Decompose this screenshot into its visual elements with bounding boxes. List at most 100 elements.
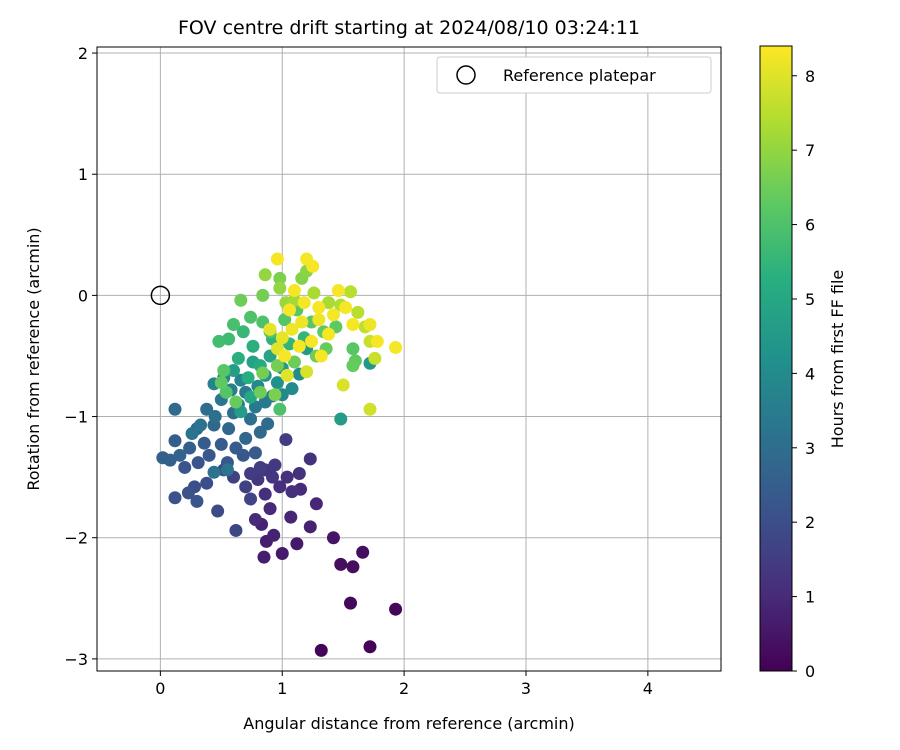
colorbar: 0 1 2 3 4 5 6 7 8 Hours from first FF file: [759, 45, 847, 681]
data-point: [270, 252, 284, 266]
colorbar-tick-label: 8: [805, 67, 815, 86]
reference-platepar-marker: [150, 285, 171, 306]
data-point: [273, 281, 287, 295]
data-point: [234, 405, 248, 419]
y-tick-label: −1: [64, 408, 88, 427]
data-point: [239, 480, 253, 494]
chart-title: FOV centre drift starting at 2024/08/10 …: [178, 17, 640, 39]
data-point: [334, 557, 348, 571]
y-tick-label: −3: [64, 650, 88, 669]
data-point: [244, 467, 258, 481]
x-axis-label: Angular distance from reference (arcmin): [243, 714, 574, 733]
data-point: [253, 425, 267, 439]
data-point: [181, 486, 195, 500]
data-point: [278, 349, 292, 363]
data-point: [322, 296, 336, 310]
data-point: [253, 460, 267, 474]
data-point: [239, 431, 253, 445]
data-point: [231, 351, 245, 365]
data-point: [280, 470, 294, 484]
data-point: [256, 288, 270, 302]
x-tick-label: 1: [277, 679, 287, 698]
legend-label: Reference platepar: [503, 66, 656, 85]
data-point: [273, 480, 287, 494]
legend-box: [436, 56, 712, 94]
data-point: [303, 520, 317, 534]
data-point: [211, 504, 225, 518]
colorbar-tick-label: 7: [805, 141, 815, 160]
data-point: [168, 491, 182, 505]
data-point: [346, 359, 360, 373]
data-point: [344, 285, 357, 299]
colorbar-gradient: [759, 45, 793, 672]
grid-lines: [97, 47, 721, 671]
data-point: [268, 388, 282, 402]
data-point: [303, 452, 317, 466]
colorbar-tick-label: 5: [805, 290, 815, 309]
data-point: [287, 293, 301, 307]
data-point: [244, 390, 258, 404]
data-point: [244, 492, 258, 506]
y-axis-label: Rotation from reference (arcmin): [24, 227, 43, 490]
y-tick-label: 1: [78, 165, 88, 184]
data-point: [258, 487, 272, 501]
colorbar-tick-label: 2: [805, 513, 815, 532]
data-point: [268, 458, 282, 472]
data-point: [275, 331, 289, 345]
data-point: [248, 400, 262, 414]
data-point: [334, 412, 348, 426]
data-point: [346, 560, 360, 574]
data-point: [253, 385, 267, 399]
data-point: [194, 418, 208, 432]
data-point: [163, 453, 177, 467]
data-point: [214, 437, 228, 451]
data-point: [309, 497, 323, 511]
data-point: [363, 317, 377, 331]
data-point: [331, 284, 345, 298]
data-point: [190, 494, 204, 508]
data-point: [280, 368, 294, 382]
data-point: [284, 510, 298, 524]
data-point: [314, 643, 328, 657]
data-point: [168, 434, 182, 448]
data-point: [283, 303, 297, 317]
data-point: [346, 342, 360, 356]
data-point: [227, 364, 240, 378]
data-point: [246, 339, 260, 353]
data-point: [217, 364, 231, 378]
data-point: [241, 371, 255, 385]
data-point: [257, 550, 271, 564]
data-point: [236, 325, 250, 339]
data-point: [234, 293, 248, 307]
y-tick-label: −2: [64, 529, 88, 548]
colorbar-label: Hours from first FF file: [828, 270, 847, 449]
x-tick-label: 4: [643, 679, 653, 698]
data-point: [183, 441, 197, 455]
data-point: [285, 382, 299, 396]
data-point: [229, 523, 243, 537]
y-axis-ticks: 2 1 0 −1 −2 −3: [64, 44, 97, 669]
colorbar-tick-label: 0: [805, 662, 815, 681]
x-axis-ticks: 0 1 2 3 4: [155, 671, 653, 698]
data-point: [297, 296, 311, 310]
data-point: [351, 305, 365, 319]
data-point: [191, 456, 205, 470]
data-point: [207, 465, 221, 479]
data-point: [322, 327, 336, 341]
data-point: [200, 402, 214, 416]
plot-area: 0 1 2 3 4 2 1 0 −1 −2 −3: [64, 44, 722, 698]
data-point: [326, 531, 340, 545]
data-point: [306, 259, 320, 273]
data-point: [229, 441, 243, 455]
data-point: [248, 513, 262, 527]
data-point: [363, 640, 377, 654]
data-point: [292, 467, 306, 481]
data-point: [279, 433, 293, 447]
data-point: [214, 376, 228, 390]
data-point: [202, 448, 216, 462]
data-point: [336, 378, 350, 392]
data-point: [344, 596, 357, 610]
data-point: [368, 351, 382, 365]
data-point: [370, 334, 384, 348]
data-point: [273, 402, 287, 416]
